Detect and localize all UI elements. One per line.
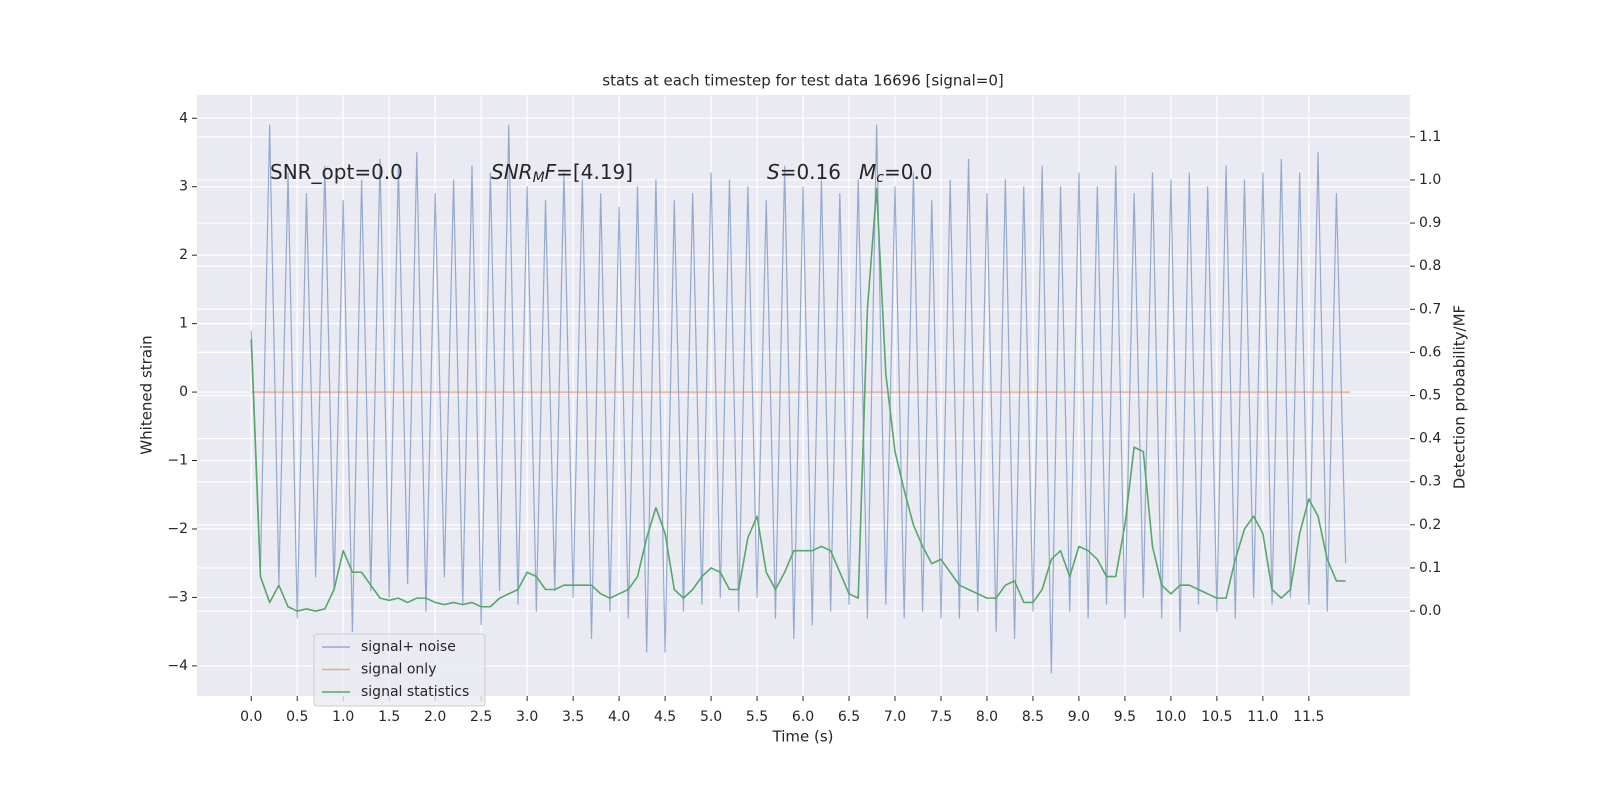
x-tick-label: 10.0 [1155,709,1186,725]
y-tick-label: 3 [179,179,188,195]
annotation-part: M [533,170,545,186]
y-tick-label: −3 [167,589,188,605]
y-axis-label: Whitened strain [138,335,156,454]
annotation: S=0.16 [767,160,841,184]
x-axis-label: Time (s) [772,728,834,746]
y2-tick-label: 0.1 [1419,560,1441,576]
x-tick-label: 7.5 [930,709,952,725]
y2-tick-label: 0.7 [1419,301,1441,317]
annotation: SNRMF=[4.19] [491,160,633,187]
x-tick-label: 3.0 [516,709,538,725]
x-tick-label: 0.0 [240,709,262,725]
y-tick-label: 2 [179,247,188,263]
x-tick-label: 4.5 [654,709,676,725]
y2-tick-label: 0.4 [1419,431,1441,447]
x-tick-label: 3.5 [562,709,584,725]
legend-label: signal statistics [361,684,469,700]
x-tick-label: 0.5 [286,709,308,725]
y2-tick-label: 1.0 [1419,172,1441,188]
y2-tick-label: 0.8 [1419,258,1441,274]
x-tick-label: 1.0 [332,709,354,725]
y-tick-label: −1 [167,453,188,469]
x-tick-label: 9.0 [1068,709,1090,725]
marks [250,124,1351,674]
annotation-part: =[4.19] [556,160,633,184]
x-tick-label: 8.0 [976,709,998,725]
x-tick-label: 4.0 [608,709,630,725]
series-line [250,187,1346,612]
y-tick-label: −2 [167,521,188,537]
x-tick-label: 11.5 [1293,709,1324,725]
x-tick-label: 5.5 [746,709,768,725]
x-tick-label: 6.5 [838,709,860,725]
y-tick-label: 4 [179,110,188,126]
y-tick-label: 0 [179,384,188,400]
y2-tick-label: 1.1 [1419,129,1441,145]
x-tick-label: 2.0 [424,709,446,725]
chart-title: stats at each timestep for test data 166… [602,72,1003,90]
x-tick-label: 5.0 [700,709,722,725]
annotation-part: S [767,160,780,184]
annotation-part: =0.16 [780,160,841,184]
x-tick-label: 6.0 [792,709,814,725]
y2-tick-label: 0.2 [1419,517,1441,533]
y-tick-label: −4 [167,658,188,674]
y2-tick-label: 0.5 [1419,388,1441,404]
y2-tick-label: 0.9 [1419,215,1441,231]
annotation: Mc=0.0 [859,160,933,187]
labels: 0.0 0.5 1.0 1.5 2.0 2.5 3.0 3.5 4.0 4.5 5.0 5.5 6.0 6… [167,110,1441,725]
x-tick-label: 7.0 [884,709,906,725]
legend: signal+ noise signal only signal statistic… [313,633,486,707]
annotation-part: c [876,170,884,186]
x-tick-label: 1.5 [378,709,400,725]
y2-tick-label: 0.6 [1419,344,1441,360]
y2-axis-label: Detection probability/MF [1451,305,1469,489]
annotation-part: F [545,160,557,184]
y2-tick-label: 0.3 [1419,474,1441,490]
legend-box [313,633,486,707]
x-tick-label: 8.5 [1022,709,1044,725]
y2-tick-label: 0.0 [1419,603,1441,619]
series-line [250,124,1347,674]
x-tick-label: 11.0 [1247,709,1278,725]
x-tick-label: 10.5 [1201,709,1232,725]
annotation-part: =0.0 [884,160,933,184]
annotation-part: SNR [491,160,533,184]
legend-label: signal+ noise [361,639,456,655]
annotation-part: SNR_opt=0.0 [270,160,403,184]
legend-label: signal only [361,662,436,678]
annotation: SNR_opt=0.0 [270,160,403,184]
x-tick-label: 9.5 [1114,709,1136,725]
annotation-part: M [859,160,876,184]
x-tick-label: 2.5 [470,709,492,725]
y-tick-label: 1 [179,316,188,332]
